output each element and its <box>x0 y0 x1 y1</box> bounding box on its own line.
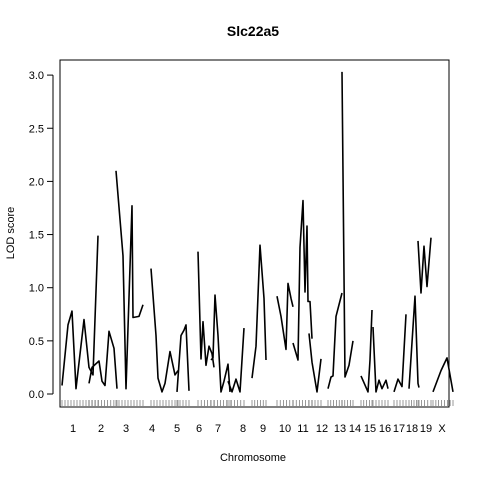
y-axis: 0.0 0.5 1.0 1.5 2.0 2.5 3.0 <box>29 70 54 401</box>
lod-curve-chr-13 <box>327 292 343 389</box>
chromosome-label: 13 <box>334 423 346 435</box>
lod-curve-chr-9 <box>251 244 267 379</box>
y-tick-label: 1.5 <box>29 230 44 242</box>
lod-curve-chr-6 <box>197 251 215 368</box>
x-axis-label: Chromosome <box>220 452 286 464</box>
lod-curve-chr-3 <box>115 170 144 390</box>
chart-title: Slc22a5 <box>227 23 279 39</box>
lod-curve-chr-18 <box>408 295 420 389</box>
lod-curve-chr-16 <box>372 326 389 393</box>
lod-curve-chr-8 <box>227 328 245 393</box>
lod-curve-chr-7 <box>210 294 231 393</box>
lod-curve-chr-4 <box>150 268 179 393</box>
y-tick-label: 1.0 <box>29 283 44 295</box>
y-tick-label: 0.0 <box>29 389 44 401</box>
chromosome-label: 6 <box>196 423 202 435</box>
lod-curve-chr-X <box>432 357 454 393</box>
lod-curve-chr-14 <box>341 71 354 378</box>
chromosome-label: 4 <box>149 423 155 435</box>
chromosome-label: 15 <box>364 423 376 435</box>
chromosome-label: 16 <box>379 423 391 435</box>
lod-curve-chr-2 <box>88 330 118 389</box>
lod-series <box>61 71 454 393</box>
chromosome-label: 8 <box>240 423 246 435</box>
lod-curve-chr-10 <box>276 282 294 351</box>
chromosome-label: 14 <box>349 423 361 435</box>
y-tick-label: 2.0 <box>29 176 44 188</box>
chromosome-label: 17 <box>393 423 405 435</box>
lod-curve-chr-17 <box>393 314 407 393</box>
chromosome-label: 3 <box>123 423 129 435</box>
y-tick-label: 0.5 <box>29 336 44 348</box>
y-tick-label: 2.5 <box>29 123 44 135</box>
chromosome-label: X <box>438 423 446 435</box>
chromosome-label: 9 <box>260 423 266 435</box>
chromosome-label: 11 <box>297 423 308 435</box>
chromosome-label: 19 <box>420 423 432 435</box>
x-axis: 1 2 3 4 5 6 7 8 9 10 11 12 13 14 15 16 17 18 19 X <box>70 423 446 435</box>
chromosome-label: 1 <box>70 423 76 435</box>
lod-curve-chr-19 <box>417 237 432 294</box>
lod-curve-chr-12 <box>308 333 322 393</box>
plot-frame <box>59 59 450 408</box>
lod-curve-chr-5 <box>176 324 190 392</box>
y-tick-label: 3.0 <box>29 70 44 82</box>
lod-curve-chr-15 <box>360 309 373 393</box>
chromosome-label: 7 <box>215 423 221 435</box>
chromosome-label: 2 <box>98 423 104 435</box>
chromosome-label: 12 <box>316 423 328 435</box>
lod-curve-chr-11 <box>292 199 313 361</box>
y-axis-label: LOD score <box>5 207 17 260</box>
chromosome-label: 18 <box>406 423 418 435</box>
marker-rug <box>61 400 454 406</box>
chromosome-label: 10 <box>279 423 291 435</box>
lod-curve-chr-1 <box>61 235 99 390</box>
chromosome-label: 5 <box>174 423 180 435</box>
